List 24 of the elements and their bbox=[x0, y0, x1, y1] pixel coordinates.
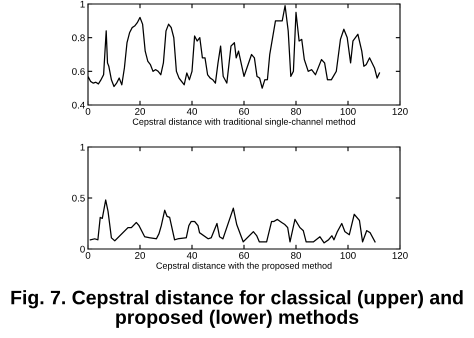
x-tick-label: 100 bbox=[340, 108, 356, 115]
y-tick-label: 1 bbox=[80, 0, 85, 8]
x-tick-label: 100 bbox=[340, 252, 356, 259]
x-axis-title: Cepstral distance with the proposed method bbox=[156, 262, 332, 271]
x-tick-label: 40 bbox=[186, 252, 198, 259]
x-tick-label: 0 bbox=[86, 252, 90, 259]
x-tick-label: 120 bbox=[392, 108, 408, 115]
y-tick-label: 0 bbox=[80, 246, 85, 253]
x-tick-label: 20 bbox=[135, 108, 146, 115]
y-tick-label: 0.4 bbox=[72, 102, 85, 109]
x-axis-title: Cepstral distance with traditional single-channel method bbox=[132, 118, 356, 127]
x-tick-label: 120 bbox=[392, 252, 408, 259]
y-tick-label: 0.8 bbox=[72, 34, 85, 42]
x-tick-label: 60 bbox=[239, 252, 250, 259]
y-tick-label: 0.5 bbox=[72, 194, 85, 202]
x-tick-label: 80 bbox=[291, 108, 302, 115]
x-tick-label: 20 bbox=[135, 252, 146, 259]
x-tick-label: 80 bbox=[291, 252, 302, 259]
x-tick-label: 40 bbox=[186, 108, 198, 115]
y-tick-label: 1 bbox=[80, 144, 85, 151]
x-tick-label: 60 bbox=[239, 108, 250, 115]
y-tick-label: 0.6 bbox=[72, 68, 85, 75]
x-tick-label: 0 bbox=[86, 108, 90, 115]
caption: Fig. 7. Cepstral distance for classical (upper) and proposed (lower) methods bbox=[11, 290, 463, 328]
